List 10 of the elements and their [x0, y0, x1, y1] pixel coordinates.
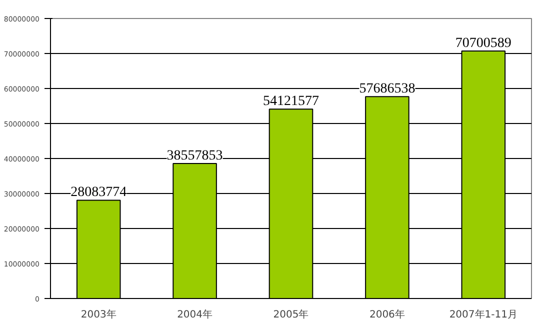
- x-tick-label: 2006年: [369, 308, 405, 320]
- data-label: 70700589: [455, 36, 512, 52]
- x-tick-label: 2005年: [273, 308, 309, 320]
- data-label: 57686538: [359, 82, 416, 97]
- data-label: 38557853: [166, 148, 223, 164]
- x-tick-label: 2003年: [80, 308, 116, 320]
- x-tick-label: 2007年1-11月: [449, 308, 518, 320]
- x-tick-label: 2004年: [177, 308, 213, 320]
- data-label: 28083774: [70, 185, 127, 200]
- data-label: 54121577: [263, 94, 319, 110]
